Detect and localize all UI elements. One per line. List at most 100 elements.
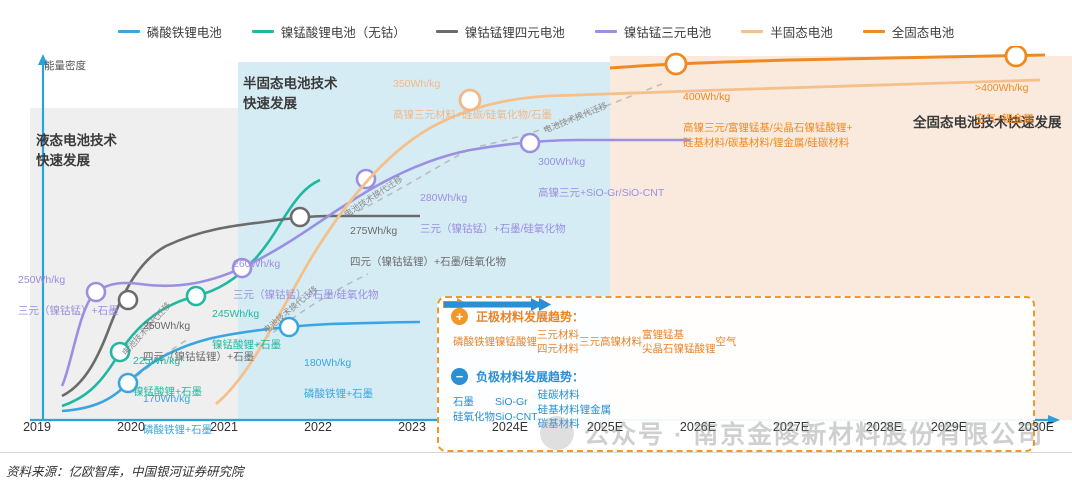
data-point-quaternary-275 — [289, 206, 311, 228]
series-line-semi-solid — [215, 78, 1041, 406]
legend-swatch-lnmo — [251, 30, 274, 33]
series-line-lfp — [61, 320, 421, 413]
legend-label-quaternary: 镍钴锰锂四元电池 — [464, 26, 565, 40]
positive-node-5: 空气 — [715, 336, 737, 349]
annotation-280-ternary: 280Wh/kg 三元（镍钴锰）+石墨/硅氧化物 — [420, 176, 566, 252]
annotation-350-semi-solid: 350Wh/kg 高镍三元材料+硅碳/硅氧化物/石墨 — [393, 62, 552, 138]
x-axis-arrow — [1048, 415, 1060, 425]
annotation-material: 高镍三元+SiO-Gr/SiO-CNT — [538, 186, 665, 199]
annotation-260-ternary: 260Wh/kg 三元（镍钴锰）+石墨/硅氧化物 — [233, 242, 379, 318]
legend-item-ternary-battery: 镍钴锰三元电池 — [594, 22, 712, 41]
data-point-ternary-300 — [519, 132, 541, 154]
materials-trend-box: + 正极材料发展趋势： 磷酸铁锂 镍锰酸锂 三元材料 四元材料 三元高镍材料 富… — [437, 296, 1035, 452]
annotation-material: 四元（镍钴锰锂）+石墨/硅氧化物 — [350, 255, 507, 268]
legend-label-lfp: 磷酸铁锂电池 — [146, 26, 222, 40]
region-label-semi-solid: 半固态电池技术 快速发展 — [243, 76, 338, 111]
plus-icon: + — [451, 308, 468, 325]
legend-item-solid-state-battery: 全固态电池 — [862, 22, 955, 41]
annotation-value: 170Wh/kg — [143, 393, 191, 406]
negative-node-1: SiO-Gr SiO-CNT — [495, 396, 538, 423]
x-tick-2024E: 2024E — [491, 420, 529, 434]
data-point-ternary-250 — [85, 281, 107, 303]
annotation-material: 磷酸铁锂+石墨 — [143, 423, 213, 436]
negative-materials-flow: 石墨 硅氧化物 SiO-Gr SiO-CNT 硅碳材料 硅基材料 碳基材料 锂金… — [444, 298, 1021, 431]
x-tick-2019: 2019 — [23, 420, 51, 434]
data-point-lfp-180 — [278, 316, 300, 338]
annotation-275-quaternary: 275Wh/kg 四元（镍钴锰锂）+石墨/硅氧化物 — [350, 209, 506, 285]
x-tick-2023: 2023 — [398, 420, 426, 434]
x-axis-ticks: 2019 2020 2021 2022 2023 2024E 2025E 202… — [0, 420, 1072, 444]
annotation-170-lfp: 170Wh/kg 磷酸铁锂+石墨 — [143, 377, 212, 453]
annotation-material: 镍锰酸锂+石墨 — [212, 338, 282, 351]
data-point-semi-solid-350 — [458, 88, 482, 112]
data-point-solid-state-400plus — [1004, 46, 1028, 68]
legend-swatch-solid-state — [862, 30, 885, 33]
annotation-material: 高镍三元材料+硅碳/硅氧化物/石墨 — [393, 108, 552, 121]
legend-label-lnmo: 镍锰酸锂电池（无钴） — [280, 26, 406, 40]
x-tick-2025E: 2025E — [586, 420, 624, 434]
arrow-right-icon — [444, 298, 543, 311]
annotation-material: 空气+锂金属 — [975, 112, 1034, 125]
data-point-solid-state-400 — [664, 52, 688, 76]
x-tick-2022: 2022 — [304, 420, 332, 434]
positive-node-4: 富锂锰基 尖晶石镍锰酸锂 — [642, 329, 716, 356]
negative-node-2: 硅碳材料 硅基材料 碳基材料 — [537, 389, 580, 430]
x-tick-2027E: 2027E — [772, 420, 810, 434]
annotation-180-lfp: 180Wh/kg 磷酸铁锂+石墨 — [304, 341, 373, 417]
legend-item-quaternary-battery: 镍钴锰锂四元电池 — [435, 22, 565, 41]
positive-node-0: 磷酸铁锂 — [453, 336, 495, 349]
annotation-250-ternary: 250Wh/kg 三元（镍钴锰）+石墨 — [18, 258, 119, 334]
legend-label-ternary: 镍钴锰三元电池 — [623, 26, 712, 40]
data-point-lfp-170 — [117, 372, 139, 394]
annotation-value: 260Wh/kg — [233, 258, 281, 271]
positive-materials-header: + 正极材料发展趋势： — [451, 308, 1021, 325]
legend-item-lfp-battery: 磷酸铁锂电池 — [117, 22, 222, 41]
migration-path-1 — [127, 337, 191, 384]
y-axis-arrow — [38, 54, 48, 65]
minus-icon: − — [451, 368, 468, 386]
negative-node-0: 石墨 硅氧化物 — [453, 396, 495, 423]
legend-swatch-ternary — [594, 30, 617, 33]
legend-label-solid-state: 全固态电池 — [891, 26, 955, 40]
annotation-400plus-solid-state: >400Wh/kg 空气+锂金属 — [975, 66, 1034, 142]
x-tick-2028E: 2028E — [865, 420, 903, 434]
annotation-value: 300Wh/kg — [538, 156, 586, 169]
data-point-lnmo-225 — [109, 341, 131, 363]
negative-materials-title: 负极材料发展趋势： — [476, 370, 585, 385]
x-tick-2029E: 2029E — [930, 420, 968, 434]
annotation-material: 三元（镍钴锰）+石墨/硅氧化物 — [233, 288, 379, 301]
annotation-value: 250Wh/kg — [18, 274, 66, 287]
x-tick-2020: 2020 — [117, 420, 145, 434]
annotation-value: 400Wh/kg — [683, 91, 731, 104]
annotation-material: 三元（镍钴锰）+石墨/硅氧化物 — [420, 222, 566, 235]
footer-divider — [0, 452, 1072, 453]
annotation-300-ternary: 300Wh/kg 高镍三元+SiO-Gr/SiO-CNT — [538, 140, 664, 216]
series-line-solid-state — [609, 53, 1046, 70]
annotation-value: >400Wh/kg — [975, 82, 1029, 95]
annotation-250-quaternary: 250Wh/kg 四元（镍钴锰锂）+石墨 — [143, 304, 254, 380]
annotation-value: 180Wh/kg — [304, 357, 352, 370]
positive-node-3: 三元高镍材料 — [579, 336, 642, 349]
data-point-quaternary-250 — [117, 289, 139, 311]
legend-item-semi-solid-battery: 半固态电池 — [741, 22, 833, 41]
legend-swatch-lfp — [117, 30, 140, 33]
x-tick-2026E: 2026E — [679, 420, 717, 434]
x-tick-2030E: 2030E — [1017, 420, 1055, 434]
positive-materials-title: 正极材料发展趋势： — [476, 310, 585, 324]
source-note: 资料来源：亿欧智库，中国银河证券研究院 — [6, 465, 244, 479]
data-point-ternary-280 — [355, 168, 377, 190]
annotation-value: 275Wh/kg — [350, 225, 398, 238]
data-point-ternary-260 — [231, 257, 253, 279]
annotation-material: 镍锰酸锂+石墨 — [133, 385, 203, 398]
data-point-lnmo-245 — [185, 285, 207, 307]
annotation-material: 四元（镍钴锰锂）+石墨 — [143, 350, 255, 363]
region-liquid-background — [30, 108, 238, 420]
annotation-material: 高镍三元/富锂锰基/尖晶石镍锰酸锂+ 硅基材料/碳基材料/锂金属/硅碳材料 — [683, 121, 853, 149]
annotation-225-lnmo: 225Wh/kg 镍锰酸锂+石墨 — [133, 339, 202, 415]
negative-node-3: 锂金属 — [579, 403, 612, 416]
annotation-material: 磷酸铁锂+石墨 — [304, 387, 374, 400]
positive-node-2: 三元材料 四元材料 — [537, 329, 579, 356]
chart-legend: 磷酸铁锂电池 镍锰酸锂电池（无钴） 镍钴锰锂四元电池 镍钴锰三元电池 半固态电池… — [0, 22, 1072, 41]
plot-area: 能量密度 液态电池技术 快速发展 半固态电池技术 快速发展 全固态电池技术快速发… — [0, 46, 1072, 452]
